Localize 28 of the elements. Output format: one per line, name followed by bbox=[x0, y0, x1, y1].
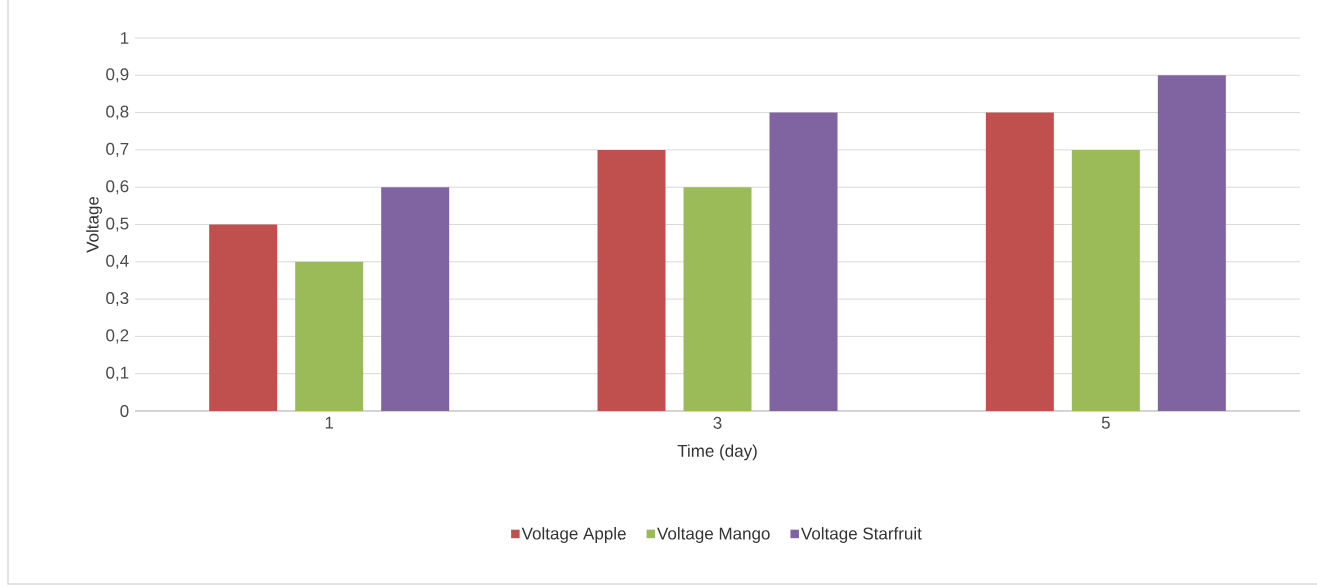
y-tick-label: 0,4 bbox=[106, 254, 129, 269]
y-tick-label: 0,3 bbox=[106, 292, 129, 307]
bar bbox=[295, 261, 364, 411]
y-tick-label: 0 bbox=[120, 404, 129, 418]
x-axis-title: Time (day) bbox=[677, 444, 757, 461]
bar bbox=[985, 112, 1054, 411]
bar bbox=[1157, 75, 1226, 411]
legend-label: Voltage Starfruit bbox=[801, 527, 922, 543]
x-tick-label: 5 bbox=[1101, 416, 1110, 429]
y-tick-label: 0,9 bbox=[106, 68, 129, 83]
bar bbox=[769, 112, 838, 411]
y-tick-label: 0,8 bbox=[106, 105, 129, 120]
y-tick-label: 0,5 bbox=[106, 217, 129, 232]
bar bbox=[597, 149, 666, 411]
y-tick-label: 0,1 bbox=[106, 366, 129, 381]
legend-label: Voltage Mango bbox=[657, 527, 770, 543]
legend-label: Voltage Apple bbox=[521, 527, 626, 543]
y-tick-label: 0,7 bbox=[106, 142, 129, 157]
bar bbox=[1071, 149, 1140, 411]
x-tick-label: 1 bbox=[325, 416, 334, 429]
x-tick-label: 3 bbox=[713, 416, 722, 429]
bar bbox=[381, 187, 450, 411]
bar bbox=[683, 187, 752, 411]
bar bbox=[209, 224, 278, 411]
y-tick-label: 0,2 bbox=[106, 329, 129, 344]
y-tick-label: 0,6 bbox=[106, 180, 129, 195]
y-tick-label: 1 bbox=[120, 32, 129, 44]
y-axis-title: Voltage bbox=[86, 196, 102, 253]
